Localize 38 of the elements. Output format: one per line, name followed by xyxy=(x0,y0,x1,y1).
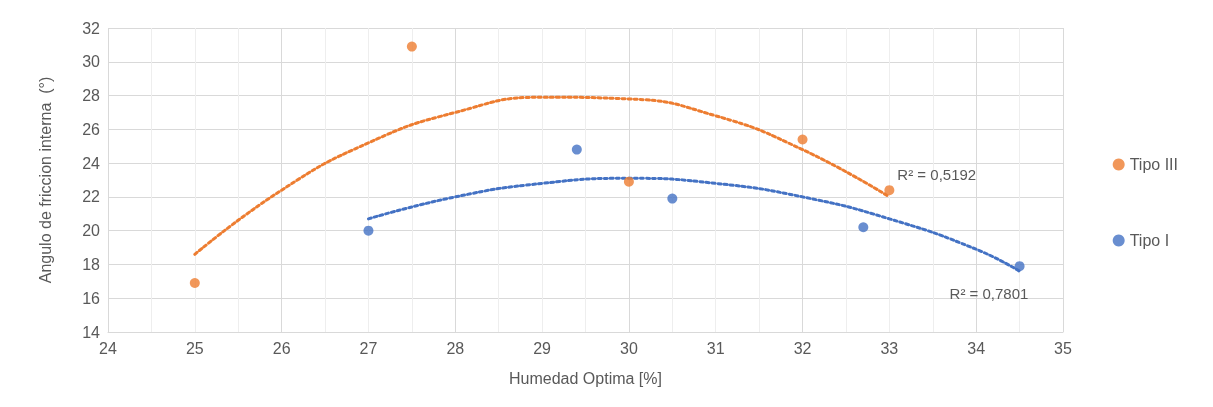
y-tick-label: 32 xyxy=(82,19,101,37)
point xyxy=(571,144,582,155)
y-tick-label: 28 xyxy=(82,87,101,105)
y-tick-label: 20 xyxy=(82,222,101,240)
x-tick-label: 29 xyxy=(533,339,552,357)
x-tick-label: 30 xyxy=(620,339,638,357)
x-tick-label: 24 xyxy=(99,339,117,357)
point xyxy=(406,41,417,52)
point xyxy=(884,185,895,196)
y-tick-label: 24 xyxy=(82,154,101,172)
y-tick-label: 16 xyxy=(82,289,101,307)
x-tick-label: 35 xyxy=(1054,339,1072,357)
point xyxy=(623,176,634,187)
point xyxy=(858,222,869,233)
y-tick-label: 22 xyxy=(82,188,101,206)
point xyxy=(363,225,374,236)
x-tick-label: 26 xyxy=(272,339,291,357)
y-axis-title: Angulo de friccion interna (°) xyxy=(36,76,54,284)
point xyxy=(189,278,200,289)
x-tick-label: 25 xyxy=(185,339,204,357)
x-tick-label: 32 xyxy=(793,339,812,357)
point xyxy=(797,134,808,145)
x-tick-label: 34 xyxy=(967,339,986,357)
x-tick-label: 28 xyxy=(446,339,465,357)
y-tick-label: 30 xyxy=(82,53,101,71)
x-axis-title: Humedad Optima [%] xyxy=(509,369,662,387)
x-tick-label: 27 xyxy=(359,339,378,357)
y-tick-label: 18 xyxy=(82,255,101,273)
legend-label: Tipo III xyxy=(1129,156,1178,173)
y-tick-label: 14 xyxy=(82,323,101,341)
annotation: R² = 0,7801 xyxy=(949,284,1029,302)
annotation: R² = 0,5192 xyxy=(897,166,977,184)
x-tick-label: 33 xyxy=(880,339,899,357)
y-tick-label: 26 xyxy=(82,120,101,138)
point xyxy=(667,193,678,204)
point xyxy=(1014,261,1025,272)
x-tick-label: 31 xyxy=(706,339,725,357)
legend-label: Tipo I xyxy=(1129,232,1170,249)
